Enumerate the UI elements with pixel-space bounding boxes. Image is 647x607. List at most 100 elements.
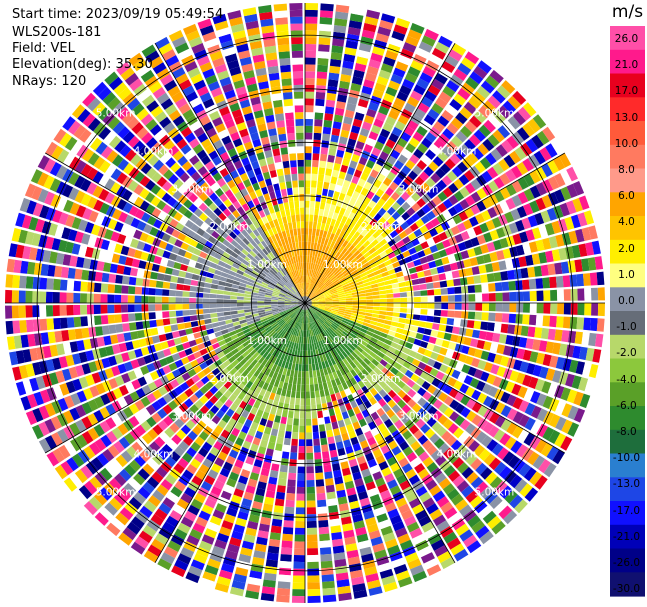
velocity-gate [563,303,571,315]
velocity-gate [202,98,215,109]
velocity-gate [323,260,329,268]
velocity-gate [340,164,349,173]
velocity-gate [89,385,100,398]
velocity-gate [332,348,339,356]
velocity-gate [446,435,457,447]
velocity-gate [331,379,337,388]
velocity-gate [277,328,284,335]
velocity-gate [413,296,421,302]
velocity-gate [530,391,541,404]
velocity-gate [211,354,220,363]
velocity-gate [91,224,101,236]
velocity-gate [354,262,362,270]
velocity-gate [292,575,305,583]
velocity-gate [297,343,301,351]
velocity-gate [379,298,387,303]
velocity-gate [272,292,279,296]
velocity-gate [221,445,231,455]
velocity-gate [110,195,121,207]
velocity-gate [80,293,87,303]
velocity-gate [134,536,149,549]
velocity-gate [286,308,293,312]
velocity-gate [186,447,197,458]
velocity-gate [315,98,325,107]
velocity-gate [174,167,186,178]
velocity-gate [348,254,356,262]
velocity-gate [149,56,164,69]
velocity-gate [274,274,281,281]
velocity-gate [270,321,278,327]
velocity-gate [375,454,386,465]
velocity-gate [325,261,331,269]
velocity-gate [292,305,299,310]
velocity-gate [476,187,488,200]
velocity-gate [426,503,439,515]
velocity-gate [118,255,127,265]
velocity-gate [231,412,241,422]
velocity-gate [265,275,272,281]
velocity-gate [525,138,539,153]
velocity-gate [246,253,254,261]
velocity-gate [149,441,161,453]
velocity-gate [279,279,286,285]
velocity-gate [122,131,135,144]
velocity-gate [422,456,434,468]
velocity-gate [486,439,499,452]
velocity-gate [400,297,408,303]
velocity-gate [345,40,358,50]
velocity-gate [416,377,426,387]
velocity-gate [152,86,166,99]
velocity-gate [337,384,344,392]
velocity-gate [343,259,351,267]
velocity-gate [498,158,510,172]
velocity-gate [424,527,438,539]
velocity-gate [421,263,430,271]
velocity-gate [412,570,427,583]
velocity-gate [472,329,481,339]
velocity-gate [280,554,292,562]
velocity-gate [153,219,163,229]
velocity-gate [154,111,168,123]
velocity-gate [330,240,336,249]
velocity-gate [318,520,329,528]
velocity-gate [345,261,353,269]
velocity-gate [410,373,420,383]
velocity-gate [22,349,32,363]
velocity-gate [226,363,235,372]
velocity-gate [336,313,344,318]
velocity-gate [308,329,311,337]
velocity-gate [527,118,541,133]
velocity-gate [258,311,266,316]
velocity-gate [564,216,575,231]
velocity-gate [268,220,275,229]
velocity-gate [264,303,271,306]
velocity-gate [538,225,549,238]
velocity-gate [527,266,536,278]
velocity-gate [291,431,299,440]
velocity-gate [278,381,284,389]
velocity-gate [427,303,435,309]
velocity-gate [444,228,454,238]
velocity-gate [294,294,300,299]
velocity-gate [317,326,322,334]
velocity-gate [242,361,251,369]
velocity-gate [92,81,107,96]
velocity-gate [360,340,368,347]
velocity-gate [459,383,469,394]
velocity-gate [357,193,366,203]
velocity-gate [313,263,318,271]
velocity-gate [265,490,276,499]
velocity-gate [358,245,366,253]
velocity-gate [204,498,217,509]
velocity-gate [575,361,586,375]
velocity-gate [381,367,390,376]
velocity-gate [188,565,203,577]
velocity-gate [326,319,333,325]
velocity-gate [277,305,285,308]
velocity-gate [289,319,294,326]
velocity-gate [208,350,217,358]
velocity-gate [420,290,428,296]
velocity-gate [54,265,63,278]
velocity-gate [343,529,355,539]
velocity-gate [216,303,224,308]
